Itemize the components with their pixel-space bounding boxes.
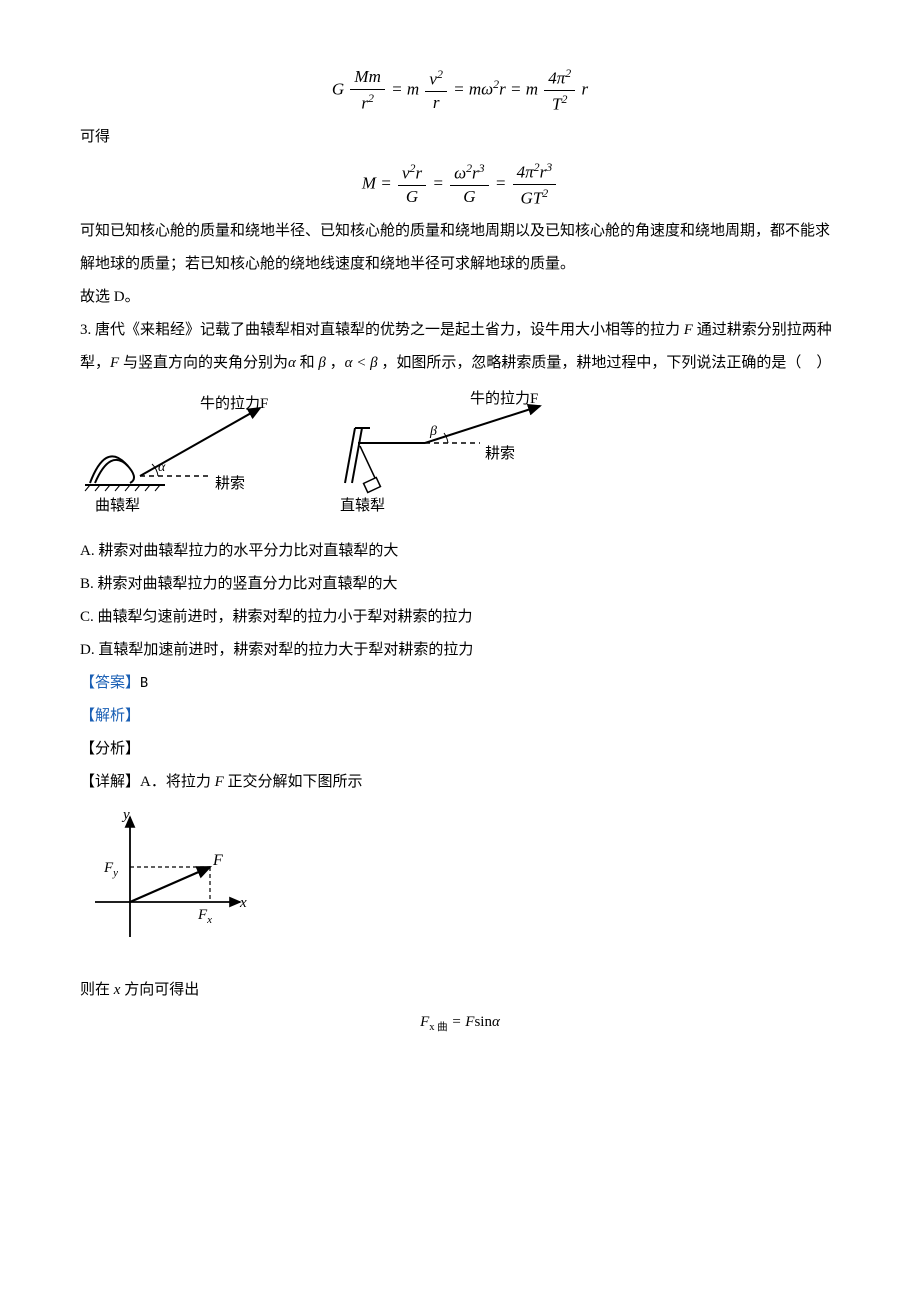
force-decomposition-diagram: y x F Fy Fx xyxy=(80,807,840,970)
x-axis-label: x xyxy=(239,895,247,911)
text-select-d: 故选 D。 xyxy=(80,281,840,314)
curved-plow-icon: α 牛的拉力F 耕索 曲辕犁 xyxy=(85,395,268,514)
rope-label-1: 耕索 xyxy=(215,474,245,492)
eq1-frac2: v2 r xyxy=(425,67,447,113)
text-explain-mass: 可知已知核心舱的质量和绕地半径、已知核心舱的质量和绕地周期以及已知核心舱的角速度… xyxy=(80,215,840,281)
fx-label: Fx xyxy=(197,907,212,926)
plow-diagram: α 牛的拉力F 耕索 曲辕犁 β 牛的拉力F 耕索 直辕犁 xyxy=(80,388,840,531)
analysis-label: 【解析】 xyxy=(80,700,840,733)
answer-line: 【答案】B xyxy=(80,667,840,700)
equation-gravity: G Mm r2 = m v2 r = mω2r = m 4π2 T2 r xyxy=(80,66,840,115)
straight-plow-label: 直辕犁 xyxy=(340,497,385,514)
option-c: C. 曲辕犁匀速前进时，耕索对犁的拉力小于犁对耕索的拉力 xyxy=(80,601,840,634)
y-axis-label: y xyxy=(121,807,130,823)
answer-label: 【答案】 xyxy=(80,675,140,691)
straight-plow-icon: β 牛的拉力F 耕索 直辕犁 xyxy=(340,390,540,514)
rope-label-2: 耕索 xyxy=(485,444,515,462)
equation-fx: Fx 曲 = Fsinα xyxy=(80,1013,840,1035)
detail-line: 【详解】A．将拉力 F 正交分解如下图所示 xyxy=(80,766,840,799)
option-a: A. 耕索对曲辕犁拉力的水平分力比对直辕犁的大 xyxy=(80,535,840,568)
ox-pull-label-1: 牛的拉力F xyxy=(200,395,268,412)
option-b: B. 耕索对曲辕犁拉力的竖直分力比对直辕犁的大 xyxy=(80,568,840,601)
equation-mass: M = v2r G = ω2r3 G = 4π2r3 GT2 xyxy=(80,160,840,209)
fy-label: Fy xyxy=(103,860,118,879)
option-d: D. 直辕犁加速前进时，耕索对犁的拉力大于犁对耕索的拉力 xyxy=(80,634,840,667)
question-3-stem: 3. 唐代《来耜经》记载了曲辕犁相对直辕犁的优势之一是起土省力，设牛用大小相等的… xyxy=(80,314,840,380)
curved-plow-label: 曲辕犁 xyxy=(95,497,140,514)
text-obtain: 可得 xyxy=(80,121,840,154)
breakdown-label: 【分析】 xyxy=(80,733,840,766)
force-f-label: F xyxy=(212,852,223,869)
ox-pull-label-2: 牛的拉力F xyxy=(470,390,538,407)
answer-value: B xyxy=(140,674,148,692)
beta-label: β xyxy=(429,424,437,439)
eq1-frac1: Mm r2 xyxy=(350,67,384,113)
eq1-frac3: 4π2 T2 xyxy=(544,66,575,115)
alpha-label: α xyxy=(158,460,166,475)
text-then-x: 则在 x 方向可得出 xyxy=(80,974,840,1007)
eq1-G: G xyxy=(332,79,344,98)
